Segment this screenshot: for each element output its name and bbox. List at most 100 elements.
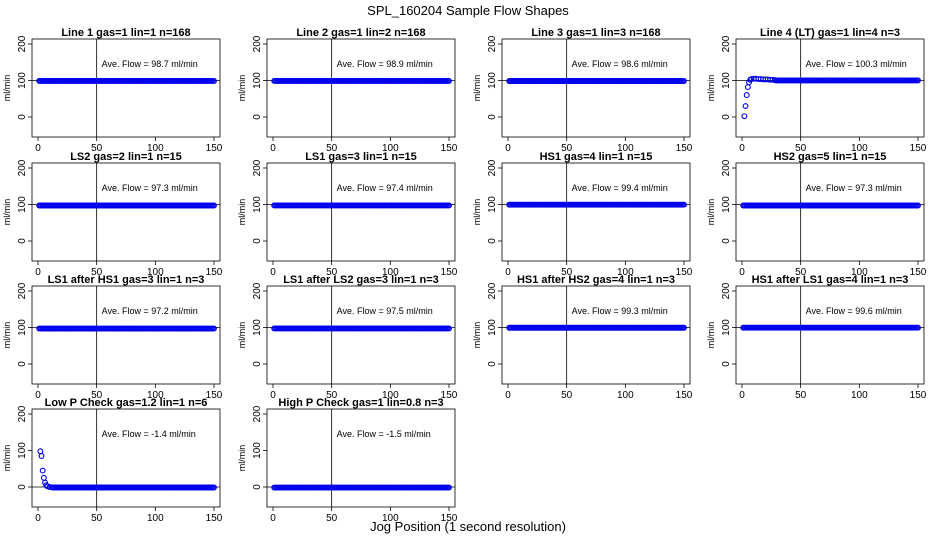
- y-tick-label: 100: [487, 72, 498, 89]
- x-tick-label: 100: [617, 390, 634, 401]
- x-tick-label: 100: [851, 143, 868, 154]
- x-tick-label: 50: [91, 513, 103, 524]
- y-tick-label: 200: [252, 282, 263, 299]
- panel-14: High P Check gas=1 lin=0.8 n=3 0 50 100 150 0…: [237, 397, 458, 524]
- plot-frame: [266, 162, 456, 262]
- x-tick-label: 50: [326, 267, 338, 278]
- plot-frame: [266, 38, 456, 138]
- x-tick-label: 100: [147, 143, 164, 154]
- y-tick-label: 100: [721, 196, 732, 213]
- data-point: [38, 453, 45, 459]
- x-tick-label: 150: [910, 267, 927, 278]
- x-tick-label: 100: [382, 267, 399, 278]
- y-tick-label: 200: [487, 35, 498, 52]
- y-tick-label: 200: [252, 159, 263, 176]
- x-tick-label: 50: [561, 143, 573, 154]
- y-tick-label: 0: [252, 361, 263, 367]
- y-tick-label: 100: [721, 319, 732, 336]
- data-point: [915, 324, 921, 331]
- panel-title: Line 3 gas=1 lin=3 n=168: [531, 27, 660, 39]
- y-tick-label: 200: [252, 35, 263, 52]
- x-tick-label: 150: [206, 390, 223, 401]
- plot-frame: [266, 285, 456, 385]
- y-tick-label: 0: [252, 238, 263, 244]
- panel-2: Line 2 gas=1 lin=2 n=168 0 50 100 150 0 100 200…: [237, 27, 458, 154]
- y-tick-label: 200: [17, 405, 28, 422]
- data-point: [681, 324, 687, 331]
- panel-4: Line 4 (LT) gas=1 lin=4 n=3 0 50 100 150 0 100…: [706, 27, 927, 154]
- y-tick-label: 200: [17, 35, 28, 52]
- x-tick-label: 150: [910, 143, 927, 154]
- y-axis-label: ml/min: [237, 75, 247, 102]
- plot-frame: [501, 162, 691, 262]
- y-tick-label: 0: [17, 484, 28, 490]
- x-tick-label: 50: [91, 390, 103, 401]
- x-tick-label: 0: [739, 390, 745, 401]
- x-tick-label: 0: [739, 267, 745, 278]
- plot-frame: [31, 162, 221, 262]
- x-tick-label: 100: [617, 267, 634, 278]
- y-axis-label: ml/min: [472, 75, 482, 102]
- y-tick-label: 100: [17, 319, 28, 336]
- y-tick-label: 0: [721, 238, 732, 244]
- y-tick-label: 200: [17, 282, 28, 299]
- y-axis-label: ml/min: [237, 322, 247, 349]
- panel-title: LS2 gas=2 lin=1 n=15: [70, 151, 182, 163]
- panel-title: Line 4 (LT) gas=1 lin=4 n=3: [760, 27, 900, 39]
- average-flow-annotation: Ave. Flow = 98.7 ml/min: [102, 59, 198, 69]
- y-tick-label: 100: [252, 72, 263, 89]
- data-point: [39, 467, 46, 474]
- data-point: [681, 78, 687, 84]
- average-flow-annotation: Ave. Flow = 99.4 ml/min: [572, 183, 668, 193]
- data-point: [915, 77, 921, 84]
- y-tick-label: 200: [17, 159, 28, 176]
- y-tick-label: 100: [487, 196, 498, 213]
- average-flow-annotation: Ave. Flow = -1.4 ml/min: [102, 429, 196, 439]
- y-tick-label: 0: [17, 361, 28, 367]
- y-tick-label: 100: [721, 72, 732, 89]
- average-flow-annotation: Ave. Flow = 99.3 ml/min: [572, 306, 668, 316]
- panel-title: Line 1 gas=1 lin=1 n=168: [61, 27, 190, 39]
- x-tick-label: 0: [270, 513, 276, 524]
- x-tick-label: 100: [617, 143, 634, 154]
- x-tick-label: 50: [91, 143, 103, 154]
- data-point: [446, 325, 452, 332]
- data-point: [211, 202, 217, 209]
- x-tick-label: 50: [795, 143, 807, 154]
- data-point: [446, 202, 452, 209]
- x-tick-label: 150: [676, 143, 693, 154]
- data-point: [744, 84, 751, 91]
- y-tick-label: 0: [721, 114, 732, 120]
- data-point: [742, 103, 749, 110]
- data-point: [211, 78, 217, 84]
- panel-13: Low P Check gas=1.2 lin=1 n=6 0 50 100 150 0 1…: [2, 397, 223, 524]
- plot-frame: [266, 408, 456, 508]
- y-tick-label: 0: [487, 114, 498, 120]
- panel-title: HS1 after LS1 gas=4 lin=1 n=3: [752, 274, 909, 286]
- x-tick-label: 0: [270, 390, 276, 401]
- plot-frame: [31, 408, 221, 508]
- average-flow-annotation: Ave. Flow = 97.5 ml/min: [337, 306, 433, 316]
- y-tick-label: 0: [487, 238, 498, 244]
- data-point: [681, 201, 687, 208]
- average-flow-annotation: Ave. Flow = 100.3 ml/min: [806, 59, 907, 69]
- x-tick-label: 0: [505, 267, 511, 278]
- panel-9: LS1 after HS1 gas=3 lin=1 n=3 0 50 100 150 0 1…: [2, 274, 223, 401]
- average-flow-annotation: Ave. Flow = 97.3 ml/min: [102, 183, 198, 193]
- average-flow-annotation: Ave. Flow = 99.6 ml/min: [806, 306, 902, 316]
- x-tick-label: 50: [795, 267, 807, 278]
- y-axis-label: ml/min: [2, 322, 12, 349]
- panel-title: High P Check gas=1 lin=0.8 n=3: [278, 397, 443, 409]
- panel-12: HS1 after LS1 gas=4 lin=1 n=3 0 50 100 150 0 1…: [706, 274, 927, 401]
- x-tick-label: 0: [35, 143, 41, 154]
- y-tick-label: 100: [252, 319, 263, 336]
- x-tick-label: 150: [676, 390, 693, 401]
- plot-frame: [735, 285, 925, 385]
- y-axis-label: ml/min: [472, 199, 482, 226]
- x-tick-label: 0: [270, 267, 276, 278]
- y-axis-label: ml/min: [706, 322, 716, 349]
- y-axis-label: ml/min: [706, 75, 716, 102]
- x-tick-label: 150: [676, 267, 693, 278]
- panel-title: HS2 gas=5 lin=1 n=15: [774, 151, 887, 163]
- x-tick-label: 50: [326, 390, 338, 401]
